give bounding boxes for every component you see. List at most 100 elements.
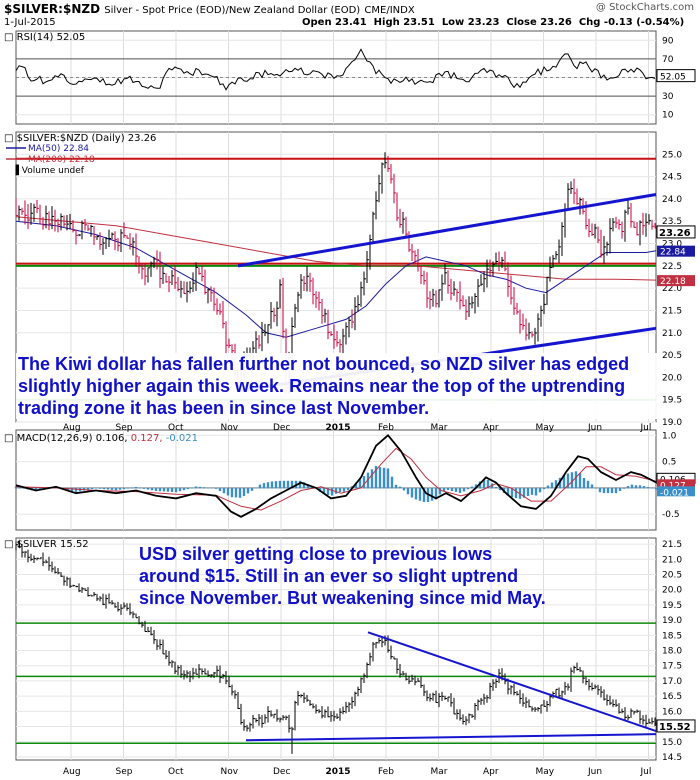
usd-trend-line <box>367 631 657 733</box>
macd-hist-bar <box>546 485 550 489</box>
volume-legend: ▐ Volume undef <box>12 164 85 176</box>
exchange: CME/INDX <box>364 5 415 16</box>
macd-last-tag <box>657 486 695 497</box>
x-month-label: Mar <box>431 423 448 433</box>
macd-hist-bar <box>98 487 102 489</box>
macd-hist-bar <box>618 487 622 491</box>
macd-hist-bar <box>482 479 486 489</box>
macd-hist-bar <box>470 486 474 489</box>
macd-hist-bar <box>330 487 334 496</box>
nzd-legend: □ $SILVER:$NZD (Daily) 23.26 <box>4 133 156 144</box>
x-month-label: Jun <box>587 767 602 777</box>
y-tick-label: 14.5 <box>662 753 682 763</box>
y-tick-label: 22.5 <box>662 262 682 272</box>
x-month-label: Apr <box>483 767 499 777</box>
macd-hist-bar <box>178 487 182 492</box>
y-tick-label: -0.5 <box>662 510 680 520</box>
macd-hist-bar <box>182 487 186 491</box>
y-tick-label: 1.0 <box>662 431 677 441</box>
ohlc-summary: Open 23.41 High 23.51 Low 23.23 Close 23… <box>302 17 684 28</box>
x-month-label: Aug <box>63 423 81 433</box>
macd-hist-bar <box>398 486 402 489</box>
macd-hist-bar <box>346 487 350 491</box>
close-value: Close 23.26 <box>506 17 572 28</box>
macd-hist-bar <box>402 487 406 491</box>
macd-hist-bar <box>270 481 274 489</box>
macd-hist-bar <box>642 486 646 489</box>
macd-hist-bar <box>570 472 574 489</box>
usd-annotation: USD silver getting close to previous low… <box>139 544 546 608</box>
macd-hist-bar <box>286 480 290 489</box>
rsi-line <box>15 48 656 91</box>
y-tick-label: 10 <box>662 111 674 121</box>
macd-hist-bar <box>394 484 398 489</box>
macd-hist-bar <box>370 469 374 489</box>
watermark: @ StockCharts.com <box>595 2 694 13</box>
macd-hist-bar <box>602 487 606 494</box>
macd-hist-bar <box>582 477 586 489</box>
description: Silver - Spot Price (EOD)/New Zealand Do… <box>104 5 361 16</box>
macd-hist-bar <box>162 487 166 492</box>
x-month-label: Oct <box>168 767 184 777</box>
macd-hist-bar <box>446 487 450 491</box>
macd-hist-bar <box>562 475 566 489</box>
macd-hist-bar <box>610 487 614 494</box>
macd-hist-bar <box>606 487 610 494</box>
macd-hist-bar <box>554 480 558 489</box>
nzd-trend-line <box>237 192 657 268</box>
macd-hist-bar <box>142 487 146 489</box>
macd-hist-bar <box>226 487 230 496</box>
symbol: $SILVER:$NZD <box>4 2 101 16</box>
macd-hist-bar <box>170 487 174 492</box>
y-tick-label: 20.0 <box>662 586 682 596</box>
macd-hist-bar <box>250 487 254 491</box>
y-tick-label: 19.5 <box>662 601 682 611</box>
macd-hist-bar <box>326 487 330 495</box>
macd-hist-bar <box>450 487 454 491</box>
ma200-last-label: 22.18 <box>660 277 686 287</box>
macd-hist-bar <box>234 487 238 498</box>
y-tick-label: 23.0 <box>662 240 682 250</box>
macd-hist-bar <box>410 487 414 498</box>
ma50-last-tag <box>657 245 695 257</box>
macd-hist-bar <box>650 487 654 489</box>
macd-hist-bar <box>114 487 118 491</box>
macd-hist-bar <box>418 487 422 501</box>
macd-hist-bar <box>654 487 658 490</box>
x-month-label: Jul <box>640 423 652 433</box>
macd-hist-bar <box>90 487 94 490</box>
y-tick-label: 90 <box>662 36 674 46</box>
macd-last-label: -0.021 <box>660 488 689 498</box>
nzd-ma50-line <box>15 220 657 338</box>
macd-hist-bar <box>206 487 210 489</box>
low-value: Low 23.23 <box>441 17 500 28</box>
macd-hist-bar <box>158 487 162 492</box>
macd-hist-bar <box>86 487 90 490</box>
x-month-label: Nov <box>221 423 239 433</box>
y-tick-label: 18.5 <box>662 631 682 641</box>
macd-hist-bar <box>154 487 158 491</box>
quote-date: 1-Jul-2015 <box>4 17 56 28</box>
macd-hist-bar <box>494 486 498 489</box>
macd-hist-bar <box>102 487 106 490</box>
macd-hist-bar <box>14 486 18 489</box>
x-month-label: Sep <box>116 423 133 433</box>
macd-hist-bar <box>214 487 218 489</box>
x-month-label: Jul <box>640 767 652 777</box>
macd-hist-bar <box>70 487 74 492</box>
x-month-label: May <box>536 767 555 777</box>
y-tick-label: 24.5 <box>662 173 682 183</box>
x-month-label: Dec <box>273 423 290 433</box>
macd-hist-bar <box>238 487 242 498</box>
y-tick-label: 21.0 <box>662 329 682 339</box>
nzd-last-label: 23.26 <box>659 228 691 239</box>
y-tick-label: 19.5 <box>662 396 682 406</box>
macd-hist-bar <box>230 487 234 498</box>
macd-hist-bar <box>442 487 446 491</box>
macd-hist-bar <box>334 487 338 494</box>
macd-hist-bar <box>430 487 434 501</box>
macd-hist-bar <box>634 485 638 489</box>
x-month-label: Feb <box>378 423 394 433</box>
macd-hist-bar <box>246 487 250 494</box>
macd-hist-bar <box>534 487 538 496</box>
